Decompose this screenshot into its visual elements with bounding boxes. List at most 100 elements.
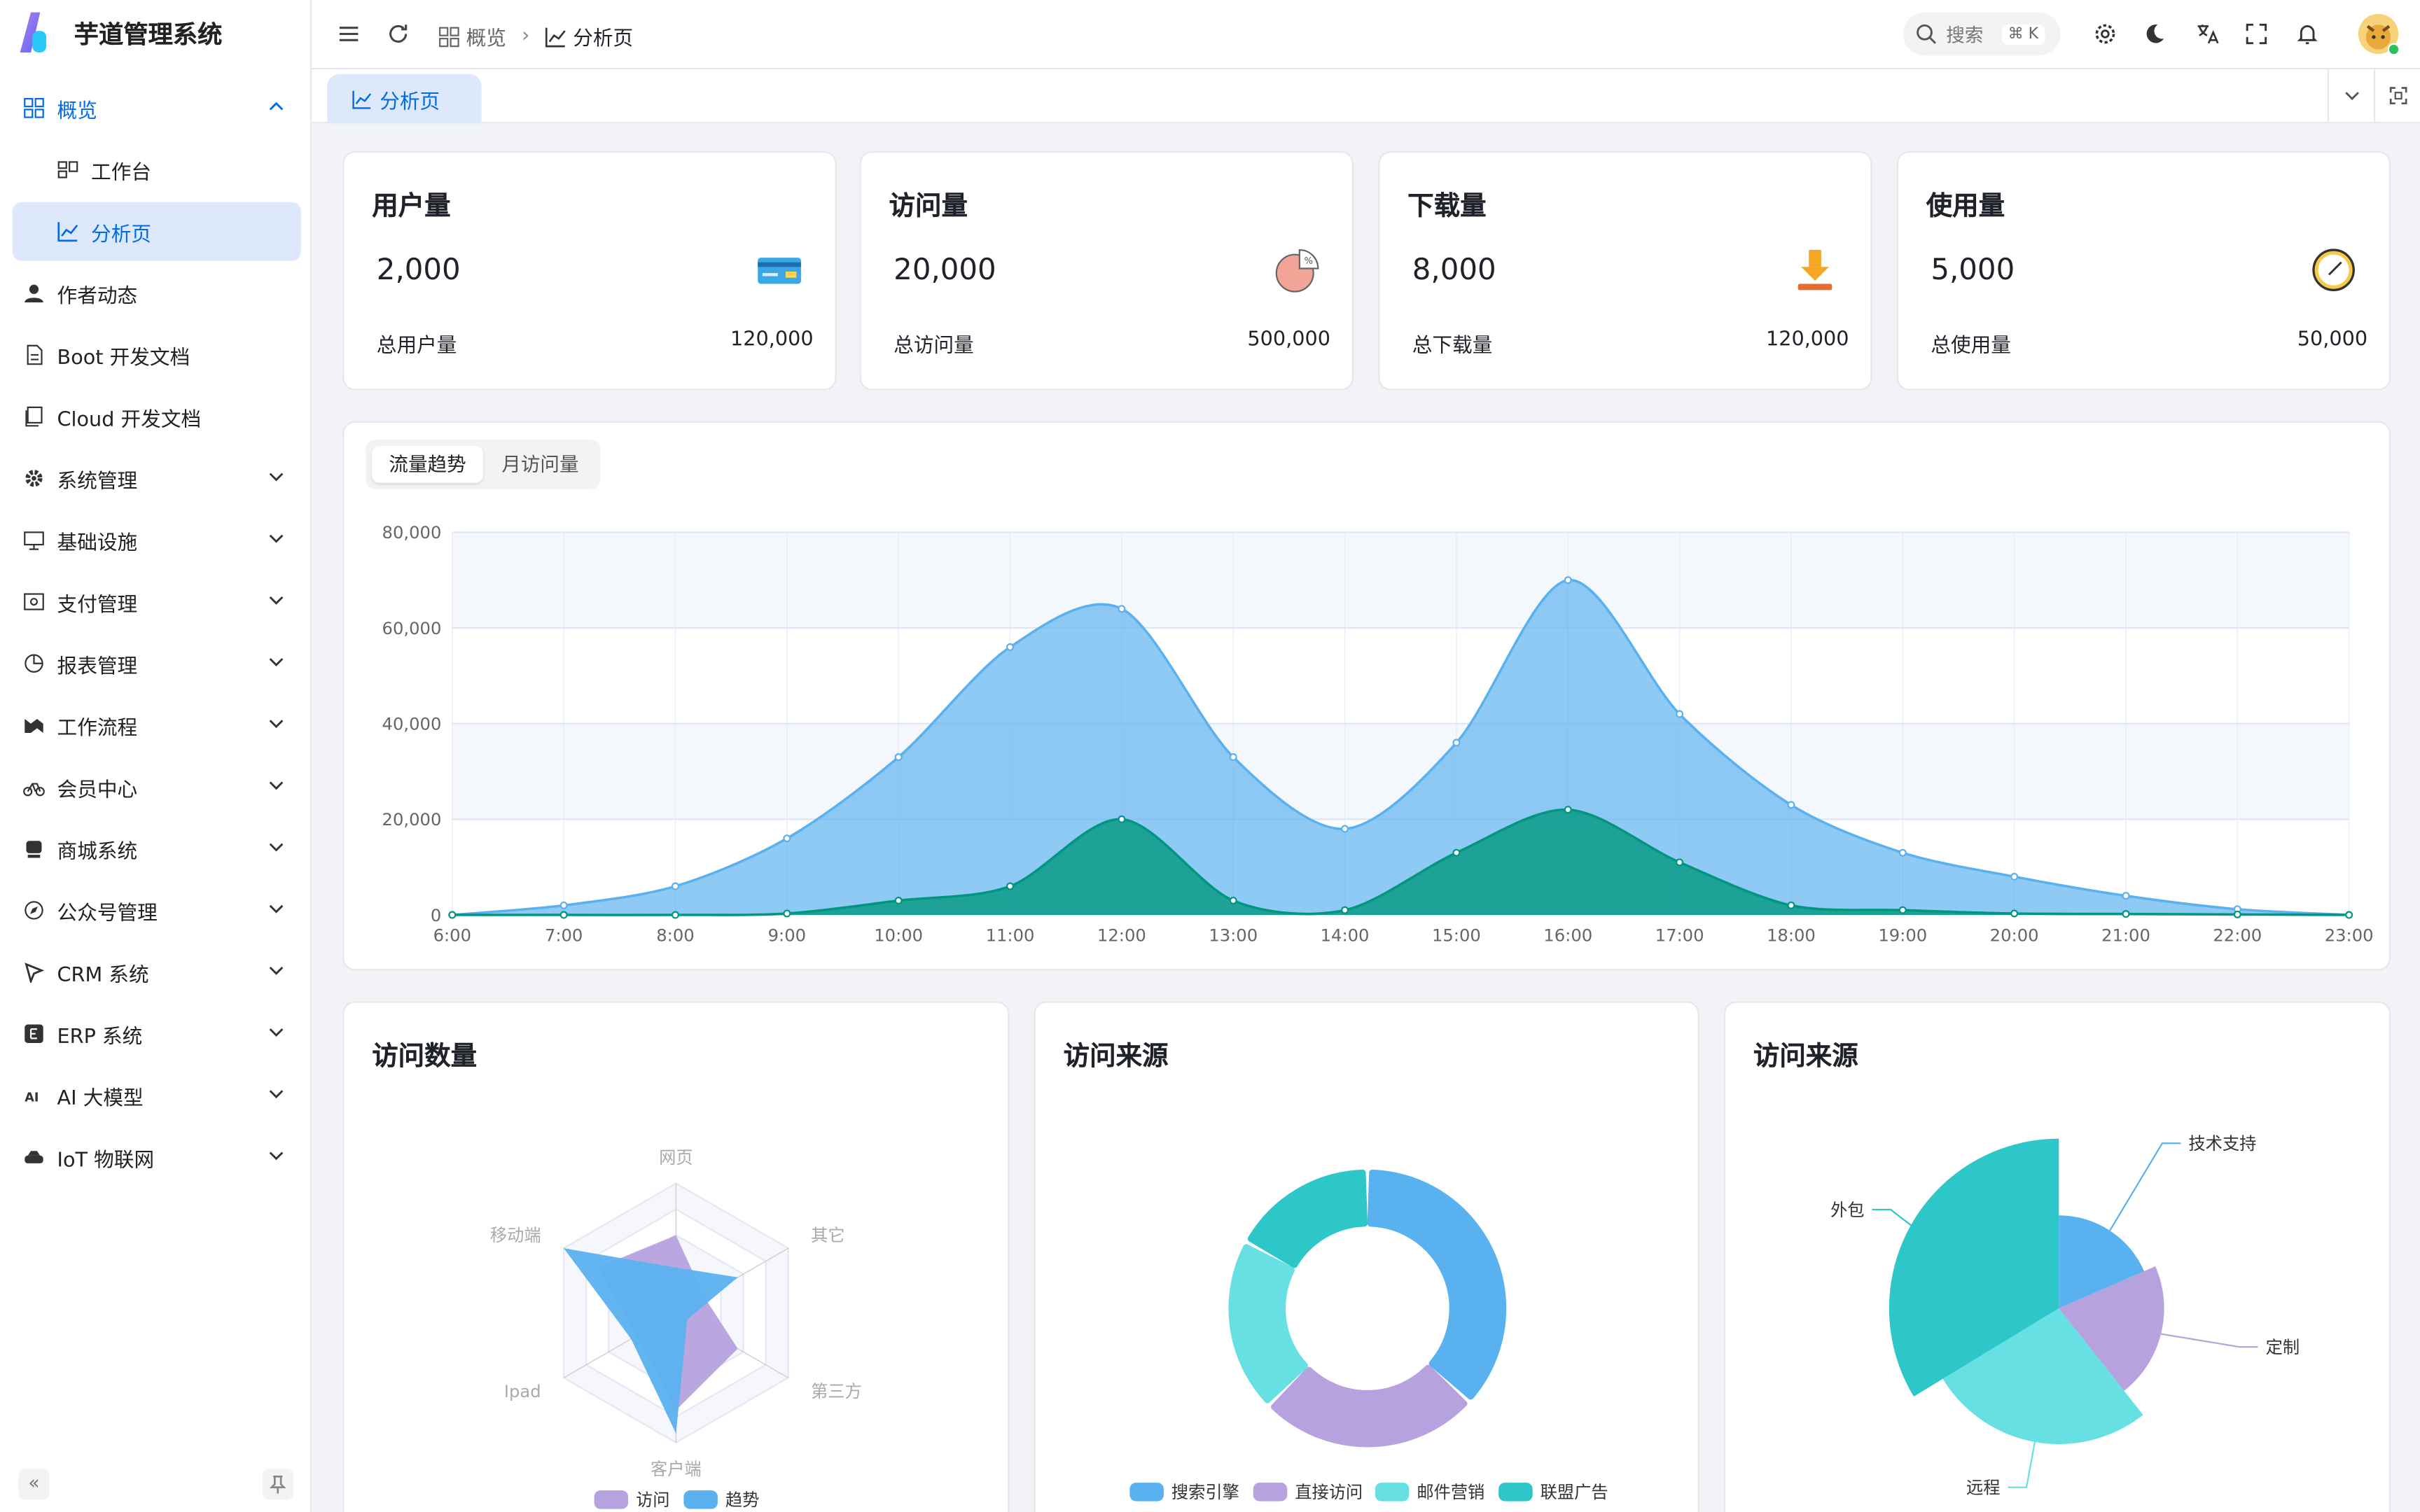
tab-analysis[interactable]: 分析页 (327, 74, 482, 124)
data-point[interactable] (894, 897, 903, 905)
sidebar-item[interactable]: 概览 (13, 78, 301, 137)
legend-label[interactable]: 联盟广告 (1541, 1482, 1608, 1502)
sidebar-item[interactable]: 会员中心 (13, 757, 301, 816)
sidebar-item-label: 系统管理 (57, 470, 138, 493)
data-point[interactable] (2122, 910, 2130, 918)
data-point[interactable] (1118, 815, 1126, 823)
data-point[interactable] (1787, 801, 1795, 809)
refresh-icon[interactable] (386, 22, 410, 46)
data-point[interactable] (1898, 848, 1907, 857)
sidebar-item-label: 概览 (57, 99, 97, 123)
data-point[interactable] (1676, 858, 1684, 867)
logo[interactable]: 芋道管理系统 (15, 9, 222, 55)
rose-slice[interactable] (2059, 1215, 2145, 1309)
legend-swatch[interactable] (1129, 1483, 1164, 1502)
sidebar-item-label: IoT 物联网 (57, 1148, 155, 1172)
collapse-sidebar-button[interactable]: « (18, 1469, 50, 1500)
sidebar-item[interactable]: 公众号管理 (13, 881, 301, 940)
data-point[interactable] (1118, 605, 1126, 613)
label-leader-line (2160, 1333, 2258, 1348)
sidebar-item[interactable]: 作者动态 (13, 264, 301, 323)
data-point[interactable] (1006, 643, 1015, 651)
data-point[interactable] (1006, 882, 1015, 890)
sidebar-item[interactable]: IoT 物联网 (13, 1128, 301, 1186)
data-point[interactable] (1452, 848, 1461, 857)
x-tick-label: 13:00 (1209, 925, 1258, 946)
crm-icon (25, 962, 45, 983)
sidebar-item-label: ERP 系统 (57, 1025, 143, 1049)
tab-monthly-visits[interactable]: 月访问量 (501, 451, 579, 475)
grid-icon (24, 97, 44, 118)
sidebar-item[interactable]: 分析页 (12, 202, 301, 261)
data-point[interactable] (1564, 576, 1572, 584)
doughnut-slice[interactable] (1228, 1244, 1308, 1404)
sidebar-item[interactable]: ERP 系统 (13, 1004, 301, 1063)
tab-dropdown-button[interactable] (2327, 69, 2374, 122)
data-point[interactable] (1676, 710, 1684, 718)
data-point[interactable] (1229, 753, 1237, 762)
pin-sidebar-button[interactable] (262, 1469, 293, 1500)
bell-icon[interactable] (2295, 22, 2319, 46)
sidebar-item-label: 分析页 (91, 223, 152, 246)
data-point[interactable] (894, 753, 903, 762)
sidebar-item[interactable]: AI AI 大模型 (13, 1066, 301, 1125)
rose-slice[interactable] (1889, 1138, 2059, 1397)
sidebar-item[interactable]: 工作流程 (13, 696, 301, 755)
data-point[interactable] (2010, 909, 2019, 918)
tab-maximize-button[interactable] (2373, 69, 2420, 122)
sidebar-item[interactable]: 基础设施 (13, 511, 301, 570)
dark-mode-icon[interactable] (2142, 22, 2167, 46)
tab-traffic-trend[interactable]: 流量趋势 (372, 445, 483, 483)
data-point[interactable] (2233, 910, 2241, 918)
breadcrumb-item[interactable]: 概览 (466, 27, 506, 51)
data-point[interactable] (783, 834, 791, 843)
sidebar-item[interactable]: CRM 系统 (13, 943, 301, 1002)
gear-icon[interactable] (2093, 22, 2118, 46)
data-point[interactable] (2010, 872, 2019, 881)
legend-swatch[interactable] (1498, 1483, 1533, 1502)
data-point[interactable] (1787, 901, 1795, 909)
data-point[interactable] (671, 882, 679, 890)
sidebar-item[interactable]: 商城系统 (13, 819, 301, 878)
data-point[interactable] (1341, 825, 1349, 833)
data-point[interactable] (1229, 897, 1237, 905)
stat-footer-label: 总使用量 (1931, 335, 2011, 358)
data-point[interactable] (1452, 738, 1461, 747)
data-point[interactable] (559, 911, 568, 919)
sidebar-item[interactable]: Boot 开发文档 (13, 326, 301, 384)
legend-swatch[interactable] (1375, 1483, 1410, 1502)
legend-label[interactable]: 邮件营销 (1417, 1482, 1484, 1502)
legend-swatch[interactable] (1253, 1483, 1288, 1502)
legend-label[interactable]: 直接访问 (1295, 1482, 1363, 1502)
data-point[interactable] (2122, 892, 2130, 900)
legend-label[interactable]: 访问 (636, 1490, 669, 1510)
data-point[interactable] (671, 911, 679, 919)
sidebar-item[interactable]: 报表管理 (13, 634, 301, 693)
data-point[interactable] (559, 901, 568, 909)
data-point[interactable] (1898, 906, 1907, 914)
legend-label[interactable]: 搜索引擎 (1171, 1482, 1239, 1502)
fullscreen-icon[interactable] (2244, 22, 2269, 46)
search-button[interactable]: 搜索 ⌘ K (1903, 12, 2061, 56)
sidebar-item[interactable]: 系统管理 (13, 449, 301, 507)
sidebar-item[interactable]: 工作台 (13, 141, 301, 200)
data-point[interactable] (1341, 906, 1349, 914)
menu-toggle-icon[interactable] (336, 22, 361, 46)
data-point[interactable] (2345, 911, 2353, 919)
rose-slice[interactable] (2059, 1266, 2164, 1391)
radar-series[interactable] (564, 1248, 738, 1434)
doughnut-slice[interactable] (1271, 1364, 1468, 1448)
chevron-down-icon (269, 596, 284, 605)
sidebar-item[interactable]: Cloud 开发文档 (13, 387, 301, 446)
legend-swatch[interactable] (683, 1490, 718, 1509)
legend-label[interactable]: 趋势 (725, 1490, 759, 1510)
doughnut-slice[interactable] (1247, 1169, 1368, 1268)
data-point[interactable] (1564, 806, 1572, 814)
data-point[interactable] (448, 911, 457, 919)
rose-slice[interactable] (1942, 1308, 2143, 1445)
legend-swatch[interactable] (594, 1490, 629, 1509)
data-point[interactable] (783, 909, 791, 918)
sidebar-item[interactable]: 支付管理 (13, 573, 301, 631)
doughnut-slice[interactable] (1367, 1169, 1507, 1400)
translate-icon[interactable] (2195, 22, 2219, 46)
